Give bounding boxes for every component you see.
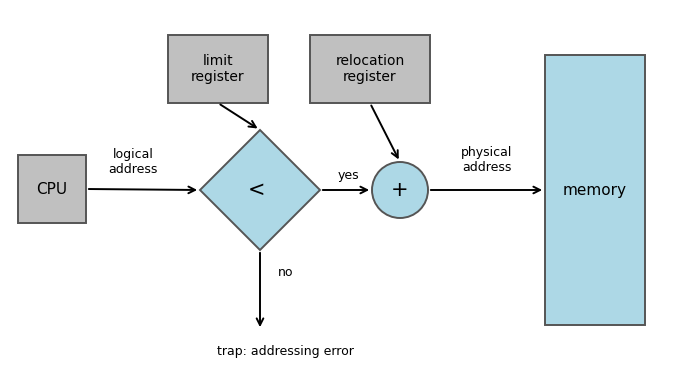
Ellipse shape xyxy=(372,162,428,218)
Text: yes: yes xyxy=(338,170,359,183)
Text: no: no xyxy=(278,265,294,279)
FancyBboxPatch shape xyxy=(310,35,430,103)
Text: physical
address: physical address xyxy=(461,146,512,174)
Polygon shape xyxy=(200,130,320,250)
FancyBboxPatch shape xyxy=(168,35,268,103)
Text: <: < xyxy=(248,180,266,200)
FancyBboxPatch shape xyxy=(18,155,86,223)
Text: relocation
register: relocation register xyxy=(335,54,404,84)
Text: +: + xyxy=(392,180,409,200)
Text: CPU: CPU xyxy=(36,182,68,197)
FancyBboxPatch shape xyxy=(545,55,645,325)
Text: logical
address: logical address xyxy=(108,148,158,176)
Text: limit
register: limit register xyxy=(191,54,245,84)
Text: trap: addressing error: trap: addressing error xyxy=(217,346,354,358)
Text: memory: memory xyxy=(563,183,627,197)
